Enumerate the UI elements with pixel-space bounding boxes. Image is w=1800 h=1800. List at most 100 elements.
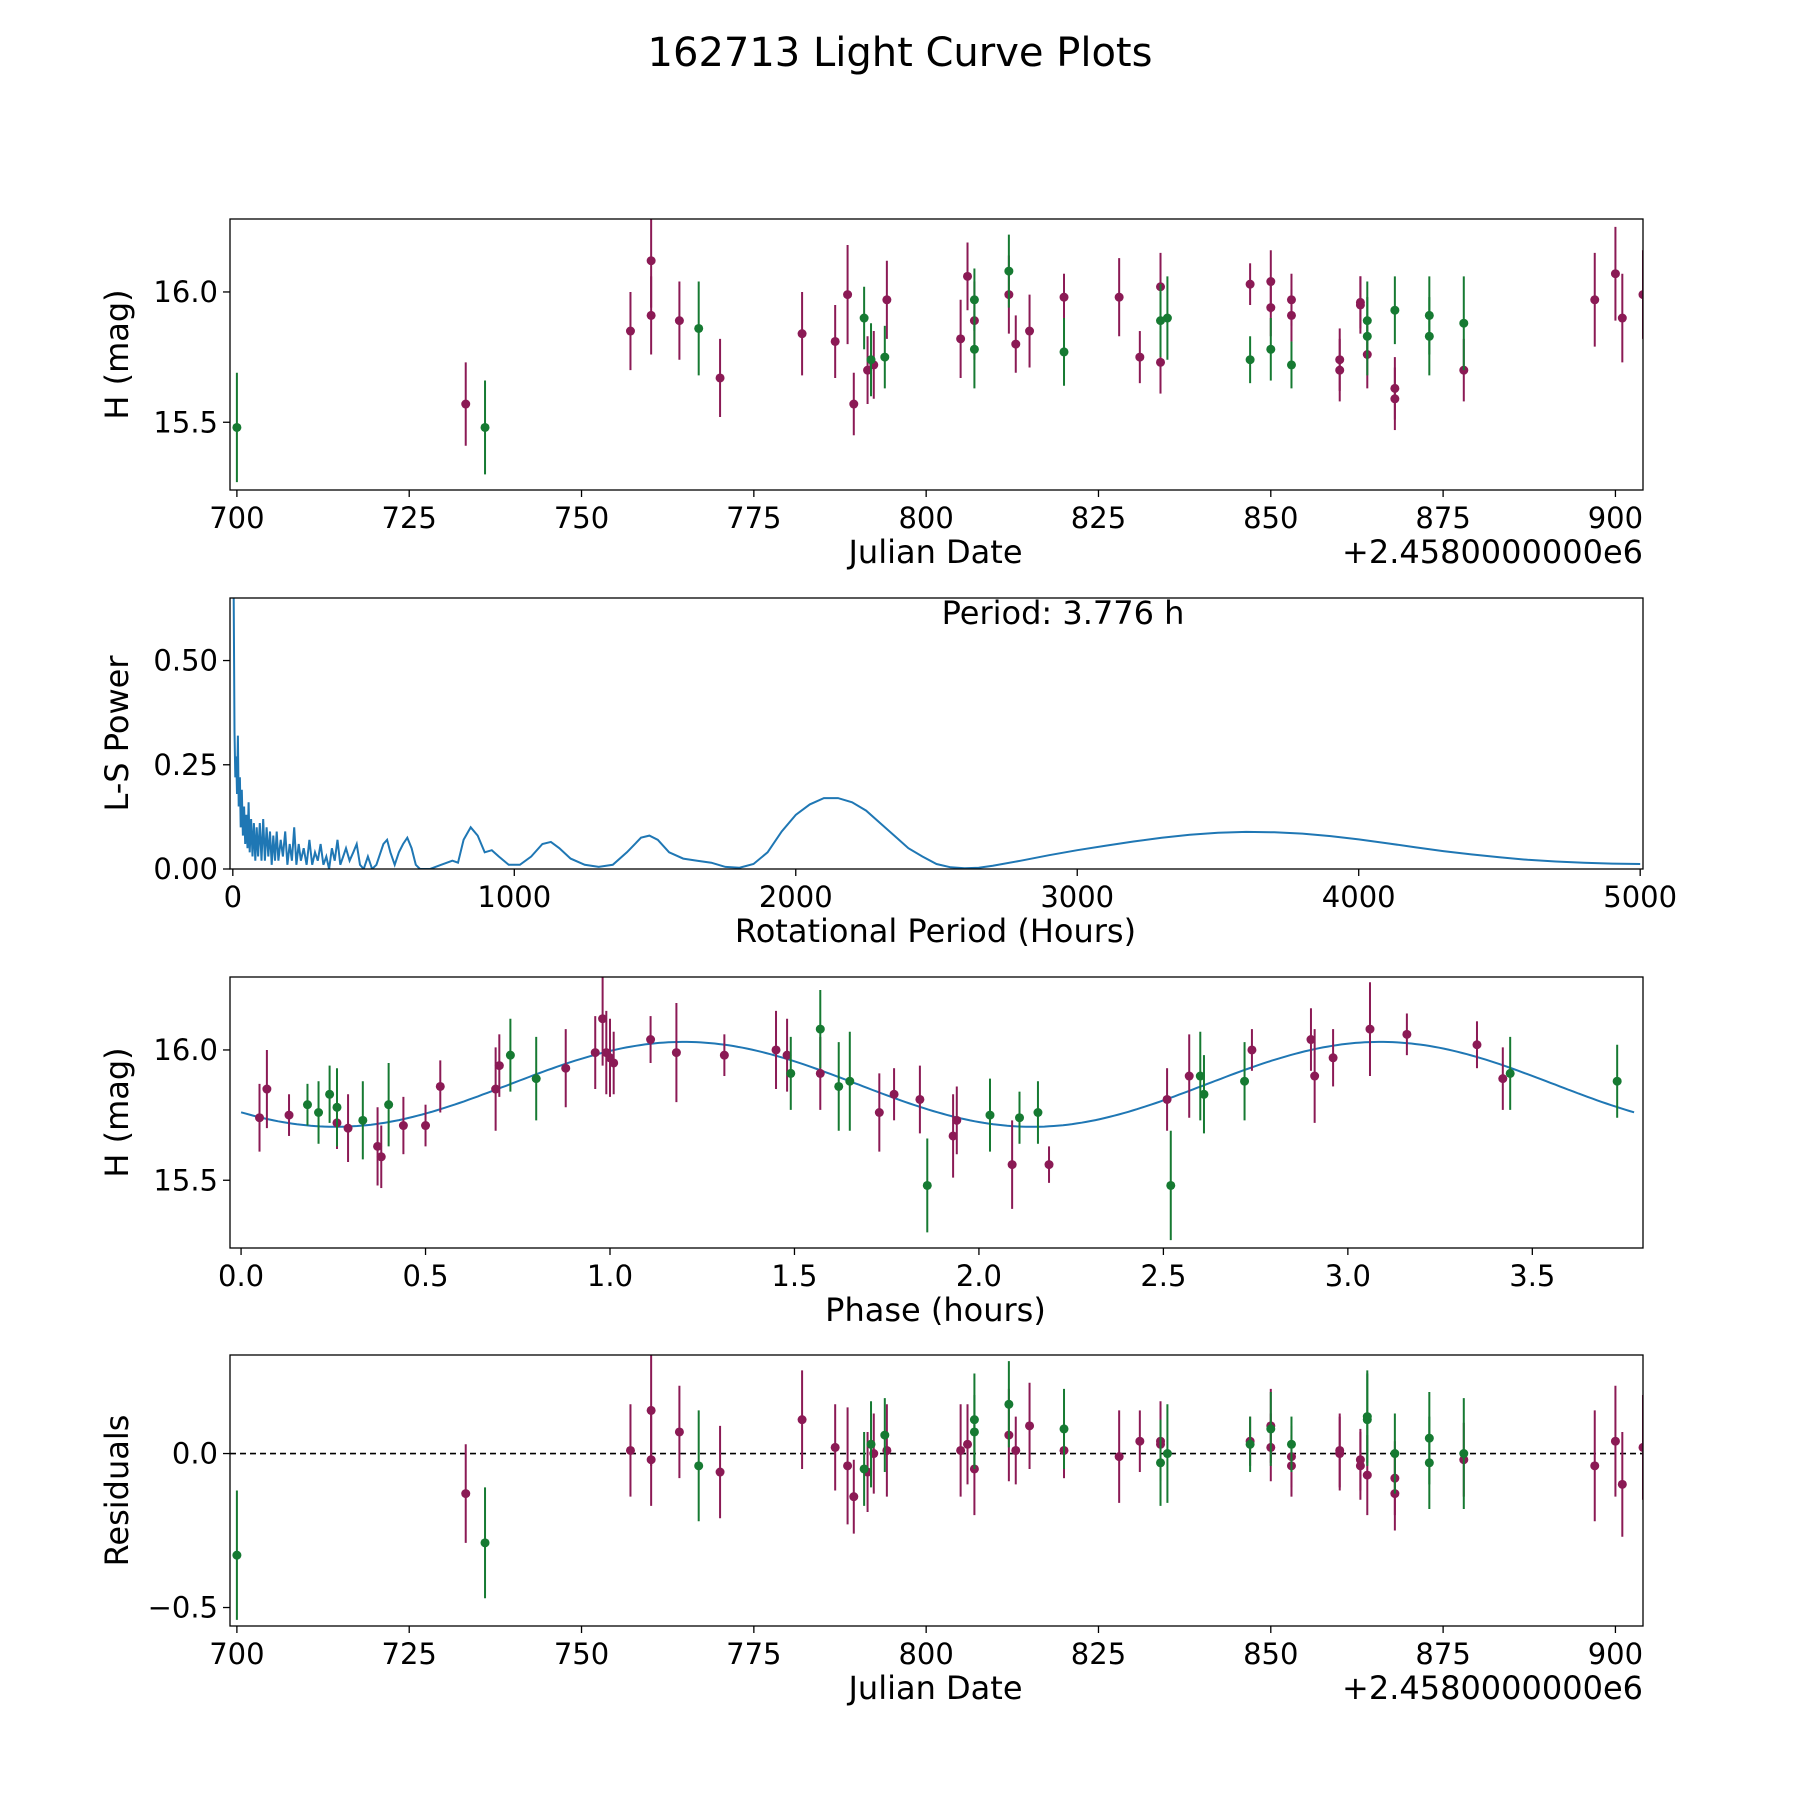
phased-panel: 0.0 0.5 1.0 1.5 2.0 2.5 3.0 3.5 15.5 16.0 Phase (h… [98,976,1644,1329]
residuals-purple-point [1617,1479,1627,1489]
phased-purple-point [1247,1045,1257,1055]
residuals-green-point [1390,1449,1400,1459]
residuals-purple-point [797,1415,807,1425]
phased-purple-point [952,1115,962,1125]
lightcurve-green-point [1059,347,1069,357]
residuals-purple-point [1011,1445,1021,1455]
lightcurve-xtick-label: 725 [382,501,437,535]
residuals-purple-point [1335,1445,1345,1455]
lightcurve-purple-point [1011,339,1021,349]
lightcurve-green-point [969,295,979,305]
phased-purple-point [398,1121,408,1131]
phased-green-point [384,1100,394,1110]
phased-xtick-label: 2.5 [1140,1259,1186,1293]
phased-purple-point [915,1094,925,1104]
phased-purple-point [561,1063,571,1073]
phased-green-point [1166,1180,1176,1190]
periodogram-xtick-label: 2000 [759,880,833,914]
residuals-xtick-label: 750 [554,1637,609,1671]
phased-green-point [834,1081,844,1091]
phased-green-point [815,1024,825,1034]
periodogram-plot-area [232,598,1641,869]
phased-purple-point [262,1084,272,1094]
residuals-purple-point [461,1489,471,1499]
lightcurve-purple-point [882,295,892,305]
phased-purple-point [646,1035,656,1045]
lightcurve-xtick-label: 850 [1243,501,1298,535]
phased-green-point [531,1074,541,1084]
phased-ylabel: H (mag) [98,1047,136,1177]
residuals-xtick-label: 850 [1243,1637,1298,1671]
lightcurve-purple-point [674,316,684,326]
lightcurve-purple-point [863,365,873,375]
phased-purple-point [609,1058,619,1068]
phased-green-point [985,1110,995,1120]
residuals-purple-point [1114,1452,1124,1462]
periodogram-xtick-label: 4000 [1322,880,1396,914]
residuals-purple-point [1362,1470,1372,1480]
lightcurve-purple-point [715,373,725,383]
phased-green-point [1240,1076,1250,1086]
lightcurve-purple-point [843,290,853,300]
residuals-green-point [1266,1424,1276,1434]
lightcurve-purple-point [1617,313,1627,323]
phased-purple-point [435,1081,445,1091]
lightcurve-plot-area [232,219,1643,483]
lightcurve-xtick-label: 875 [1415,501,1470,535]
residuals-purple-point [1355,1461,1365,1471]
lightcurve-purple-point [1638,290,1643,300]
phased-xtick-label: 0.5 [402,1259,448,1293]
residuals-purple-point [1135,1436,1145,1446]
phased-purple-point [255,1113,265,1123]
residuals-purple-point [830,1442,840,1452]
phased-green-point [1015,1113,1025,1123]
residuals-purple-point [882,1445,892,1455]
periodogram-xtick-label: 1000 [477,880,551,914]
phased-purple-point [1498,1074,1508,1084]
lightcurve-xtick-label: 900 [1588,501,1643,535]
phased-purple-point [343,1123,353,1133]
lightcurve-green-point [880,352,890,362]
residuals-purple-point [715,1467,725,1477]
lightcurve-panel: 700 725 750 775 800 825 850 875 900 15.5 16.0 Julia… [98,218,1644,571]
phased-xtick-label: 3.0 [1325,1259,1371,1293]
phased-xtick-label: 3.5 [1509,1259,1555,1293]
residuals-green-point [1362,1412,1372,1422]
lightcurve-xtick-label: 800 [898,501,953,535]
residuals-green-point [1156,1458,1166,1468]
periodogram-ytick-label: 0.25 [153,748,218,782]
phased-purple-point [1184,1071,1194,1081]
phased-xtick-label: 1.5 [771,1259,817,1293]
residuals-purple-point [1638,1442,1643,1452]
phased-green-point [358,1115,368,1125]
residuals-purple-point [1025,1421,1035,1431]
phased-green-point [845,1076,855,1086]
residuals-green-point [859,1464,869,1474]
lightcurve-frame [229,218,1644,491]
phased-purple-point [1007,1160,1017,1170]
phased-green-point [302,1100,312,1110]
phased-purple-point [373,1141,383,1151]
lightcurve-green-point [1459,318,1469,328]
phased-xtick-label: 0.0 [218,1259,264,1293]
residuals-green-point [1004,1399,1014,1409]
phased-purple-point [284,1110,294,1120]
phased-purple-point [598,1014,608,1024]
residuals-purple-point [843,1461,853,1471]
residuals-xtick-label: 775 [726,1637,781,1671]
phased-purple-point [1328,1053,1338,1063]
lightcurve-purple-point [1025,326,1035,336]
residuals-green-point [1286,1439,1296,1449]
residuals-green-point [866,1439,876,1449]
lightcurve-purple-point [1059,292,1069,302]
phased-xtick-label: 1.0 [587,1259,633,1293]
phased-green-point [505,1050,515,1060]
lightcurve-green-point [1266,344,1276,354]
phased-green-point [1033,1108,1043,1117]
residuals-purple-point [1590,1461,1600,1471]
residuals-xtick-label: 875 [1415,1637,1470,1671]
residuals-purple-point [849,1492,859,1502]
residuals-green-point [694,1461,704,1471]
phased-xlabel: Phase (hours) [825,1291,1046,1329]
